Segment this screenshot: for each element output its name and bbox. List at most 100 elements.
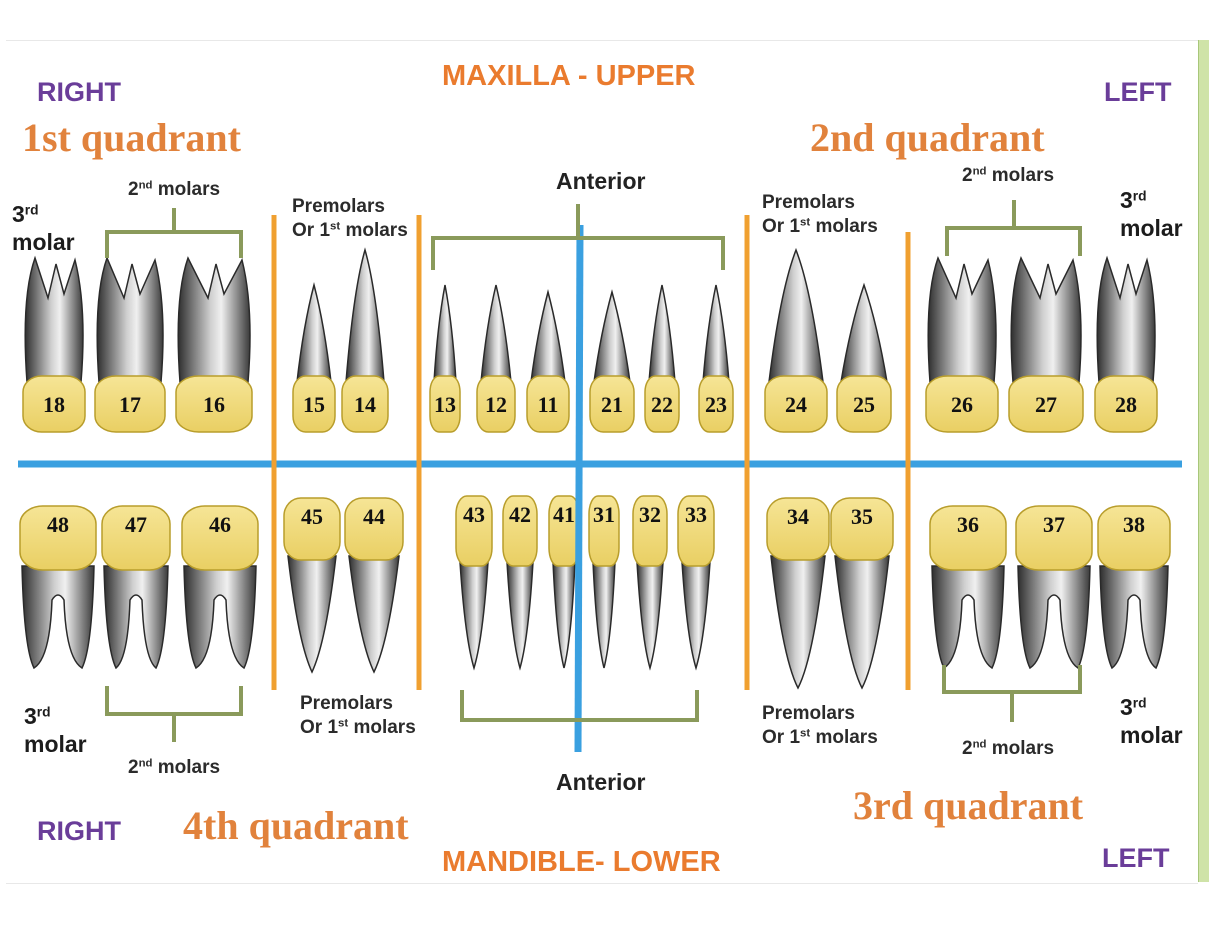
tooth-crown xyxy=(94,375,166,433)
bracket-lower-left-molars xyxy=(942,665,1082,722)
premolars-label: Premolars Or 1st molars xyxy=(762,192,878,237)
tooth-root xyxy=(96,255,164,383)
tooth-number: 26 xyxy=(951,392,973,417)
tooth-number: 42 xyxy=(509,502,531,527)
third-molar-label: 3rd molar xyxy=(1120,187,1183,241)
guide-lines xyxy=(18,215,1182,753)
tooth-crown xyxy=(677,495,715,567)
tooth-number: 31 xyxy=(593,502,615,527)
tooth-46: 46 xyxy=(181,505,259,670)
tooth-crown xyxy=(502,495,538,567)
tooth-crown xyxy=(589,375,635,433)
tooth-crown xyxy=(101,505,171,571)
tooth-root xyxy=(433,284,457,383)
tooth-17: 17 xyxy=(94,255,166,433)
tooth-number: 27 xyxy=(1035,392,1057,417)
tooth-number: 33 xyxy=(685,502,707,527)
tooth-root xyxy=(552,561,576,669)
tooth-crown xyxy=(925,375,999,433)
tooth-root xyxy=(702,284,730,383)
green-edge-bar xyxy=(1198,40,1209,882)
tooth-crown xyxy=(836,375,892,433)
tooth-crown xyxy=(476,375,516,433)
tooth-root xyxy=(931,565,1005,670)
tooth-11: 11 xyxy=(526,289,570,433)
tooth-root xyxy=(770,555,826,690)
tooth-crown xyxy=(292,375,336,433)
bracket-upper-anterior xyxy=(431,204,725,270)
tooth-36: 36 xyxy=(929,505,1007,670)
tooth-root xyxy=(840,282,888,383)
tooth-root xyxy=(636,561,664,671)
tooth-number: 48 xyxy=(47,512,69,537)
tooth-22: 22 xyxy=(644,284,680,433)
tooth-root xyxy=(345,247,385,383)
third-molar-label: 3rd molar xyxy=(1120,694,1183,748)
jaw-label-maxilla: MAXILLA - UPPER xyxy=(442,60,696,92)
bracket-lower-anterior xyxy=(460,690,699,722)
tooth-crown xyxy=(764,375,828,433)
tooth-number: 12 xyxy=(485,392,507,417)
tooth-45: 45 xyxy=(283,497,341,674)
tooth-crown xyxy=(644,375,680,433)
tooth-number: 16 xyxy=(203,392,225,417)
bracket-lower-right-molars xyxy=(105,686,243,742)
tooth-number: 15 xyxy=(303,392,325,417)
second-molars-label: 2nd molars xyxy=(128,757,221,778)
tooth-root xyxy=(348,555,400,674)
tooth-23: 23 xyxy=(698,284,734,433)
bracket-upper-right-molars xyxy=(105,208,243,258)
tooth-number: 36 xyxy=(957,512,979,537)
tooth-44: 44 xyxy=(344,497,404,674)
tooth-root xyxy=(927,255,997,383)
tooth-47: 47 xyxy=(101,505,171,670)
tooth-number: 41 xyxy=(553,502,575,527)
tooth-26: 26 xyxy=(925,255,999,433)
tooth-crown xyxy=(344,497,404,561)
jaw-label-mandible: MANDIBLE- LOWER xyxy=(442,846,721,878)
quadrant-3-label: 3rd quadrant xyxy=(853,783,1084,828)
tooth-number: 47 xyxy=(125,512,147,537)
tooth-root xyxy=(480,284,512,383)
tooth-37: 37 xyxy=(1015,505,1093,670)
tooth-38: 38 xyxy=(1097,505,1171,670)
third-molar-label: 3rd molar xyxy=(24,703,87,757)
tooth-root xyxy=(1017,565,1091,670)
tooth-16: 16 xyxy=(175,256,253,433)
tooth-crown xyxy=(22,375,86,433)
tooth-root xyxy=(592,561,616,669)
tooth-crown xyxy=(1008,375,1084,433)
tooth-number: 14 xyxy=(354,392,376,417)
tooth-number: 34 xyxy=(787,504,809,529)
tooth-15: 15 xyxy=(292,282,336,433)
tooth-41: 41 xyxy=(548,495,580,669)
tooth-24: 24 xyxy=(764,247,828,433)
second-molars-label: 2nd molars xyxy=(962,165,1055,186)
tooth-root xyxy=(1096,255,1156,383)
tooth-root xyxy=(648,284,676,383)
tooth-root xyxy=(1099,565,1169,670)
second-molars-label: 2nd molars xyxy=(962,738,1055,759)
tooth-crown xyxy=(1094,375,1158,433)
tooth-number: 22 xyxy=(651,392,673,417)
tooth-root xyxy=(530,289,566,383)
tooth-crown xyxy=(632,495,668,567)
tooth-crown xyxy=(588,495,620,567)
anterior-label-bottom: Anterior xyxy=(556,769,646,795)
bracket-upper-left-molars xyxy=(945,200,1082,256)
tooth-root xyxy=(459,561,489,671)
tooth-crown xyxy=(341,375,389,433)
tooth-14: 14 xyxy=(341,247,389,433)
tooth-number: 37 xyxy=(1043,512,1065,537)
tooth-number: 38 xyxy=(1123,512,1145,537)
premolars-label: Premolars Or 1st molars xyxy=(300,693,416,738)
anterior-label-top: Anterior xyxy=(556,168,646,194)
chart-frame xyxy=(6,40,1198,884)
tooth-18: 18 xyxy=(22,255,86,433)
tooth-number: 18 xyxy=(43,392,65,417)
tooth-root xyxy=(24,255,84,383)
tooth-root xyxy=(287,555,337,674)
tooth-43: 43 xyxy=(455,495,493,671)
tooth-root xyxy=(177,256,251,383)
